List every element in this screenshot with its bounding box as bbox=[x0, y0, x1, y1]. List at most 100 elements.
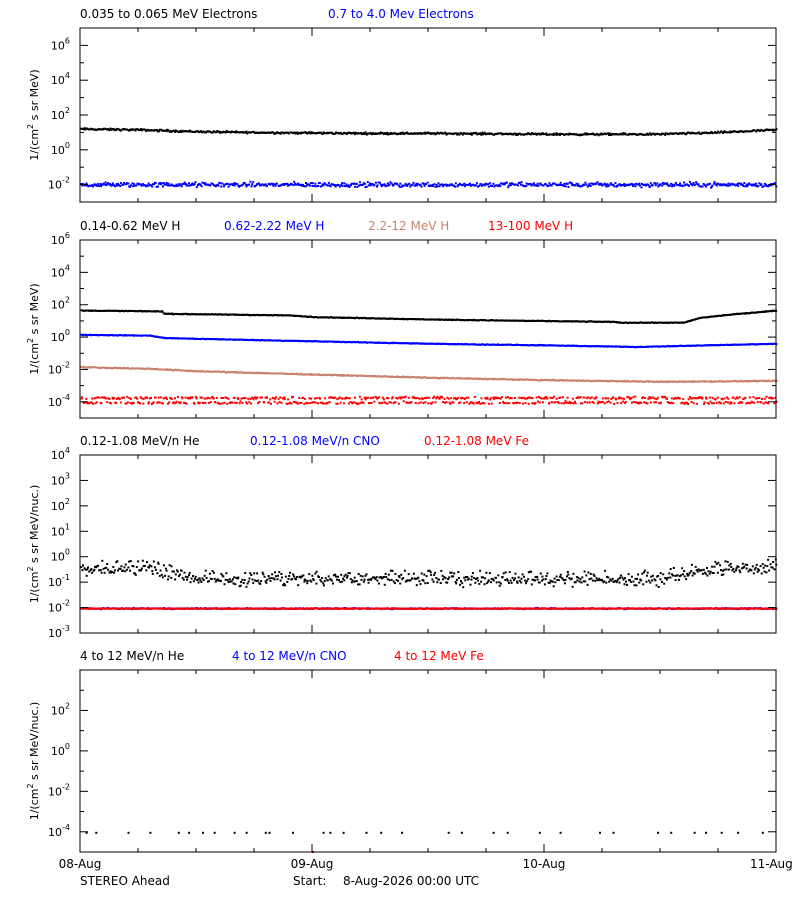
data-point bbox=[695, 397, 697, 400]
data-point bbox=[115, 127, 118, 130]
data-point bbox=[384, 572, 387, 575]
data-point bbox=[157, 561, 160, 564]
data-point bbox=[755, 130, 758, 133]
data-point bbox=[531, 397, 534, 400]
data-point bbox=[96, 184, 99, 187]
data-point bbox=[672, 567, 675, 569]
data-point bbox=[647, 321, 650, 324]
data-point bbox=[477, 579, 480, 582]
data-point bbox=[207, 396, 209, 399]
data-point bbox=[461, 133, 464, 136]
data-point bbox=[648, 345, 651, 348]
data-point bbox=[487, 580, 489, 583]
data-point bbox=[269, 579, 272, 582]
data-point bbox=[565, 133, 568, 136]
data-point bbox=[724, 344, 727, 346]
data-point bbox=[465, 401, 468, 404]
data-point bbox=[725, 343, 728, 346]
data-point bbox=[623, 583, 626, 586]
data-point bbox=[289, 571, 291, 574]
data-point bbox=[530, 183, 532, 186]
data-point bbox=[238, 371, 241, 374]
data-point bbox=[695, 182, 698, 185]
y-axis-label: 1/(cm2 s sr MeV) bbox=[26, 283, 41, 374]
data-point bbox=[708, 396, 711, 399]
data-point bbox=[83, 567, 86, 570]
data-point bbox=[412, 181, 415, 184]
data-point bbox=[318, 374, 321, 376]
data-point bbox=[444, 377, 447, 379]
data-point bbox=[301, 373, 304, 376]
data-point bbox=[580, 185, 583, 188]
data-point bbox=[152, 368, 155, 371]
data-point bbox=[477, 378, 480, 381]
data-point bbox=[100, 571, 103, 574]
data-point bbox=[388, 579, 391, 582]
data-point bbox=[408, 132, 411, 135]
data-point bbox=[350, 132, 353, 135]
data-point bbox=[287, 132, 290, 135]
data-point bbox=[605, 185, 608, 188]
data-point bbox=[261, 339, 263, 341]
data-point bbox=[383, 375, 386, 378]
data-point bbox=[340, 374, 342, 377]
data-point bbox=[455, 132, 458, 135]
data-point bbox=[104, 127, 106, 130]
data-point bbox=[262, 372, 265, 374]
data-point bbox=[229, 131, 232, 134]
data-point bbox=[274, 397, 277, 400]
data-point bbox=[702, 572, 704, 575]
data-point bbox=[624, 132, 626, 135]
data-point bbox=[482, 133, 484, 136]
data-point bbox=[240, 397, 243, 400]
data-point bbox=[478, 132, 481, 135]
series-protons-0 bbox=[80, 309, 778, 325]
data-point bbox=[433, 395, 436, 398]
data-point bbox=[402, 400, 405, 403]
data-point bbox=[271, 573, 274, 576]
data-point bbox=[187, 397, 190, 400]
data-point bbox=[603, 580, 606, 583]
data-point bbox=[134, 184, 137, 187]
data-point bbox=[274, 132, 277, 135]
data-point bbox=[352, 341, 355, 343]
data-point bbox=[355, 132, 358, 135]
data-point bbox=[322, 184, 325, 187]
data-point bbox=[138, 183, 141, 186]
data-point bbox=[253, 396, 256, 399]
data-point bbox=[190, 577, 193, 580]
data-point bbox=[770, 342, 773, 345]
data-point bbox=[435, 132, 437, 135]
data-point bbox=[385, 317, 388, 320]
data-point bbox=[566, 344, 569, 347]
data-point bbox=[343, 182, 346, 185]
data-point bbox=[438, 578, 440, 581]
data-point bbox=[203, 131, 206, 134]
data-point bbox=[164, 567, 167, 570]
data-point bbox=[162, 564, 165, 567]
data-point bbox=[149, 310, 152, 313]
data-point bbox=[260, 580, 263, 583]
data-point bbox=[659, 380, 662, 383]
data-point bbox=[319, 131, 322, 134]
data-point bbox=[418, 132, 421, 135]
data-point bbox=[470, 184, 473, 187]
data-point bbox=[774, 380, 777, 382]
data-point bbox=[294, 314, 297, 317]
data-point bbox=[140, 569, 143, 572]
data-point bbox=[543, 583, 546, 586]
data-point bbox=[290, 131, 292, 134]
data-point bbox=[327, 184, 330, 187]
data-point bbox=[655, 584, 658, 587]
data-point bbox=[218, 579, 221, 582]
data-point bbox=[688, 396, 691, 398]
data-point bbox=[183, 401, 185, 404]
data-point bbox=[254, 396, 257, 399]
data-point bbox=[127, 367, 130, 370]
data-point bbox=[453, 572, 456, 575]
data-point bbox=[192, 337, 195, 340]
data-point bbox=[187, 130, 189, 133]
data-point bbox=[129, 398, 132, 400]
data-point bbox=[585, 320, 588, 323]
data-point bbox=[434, 185, 437, 188]
